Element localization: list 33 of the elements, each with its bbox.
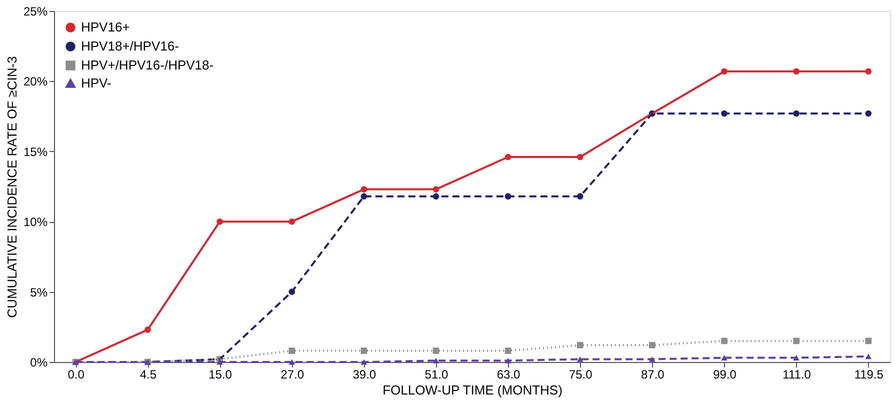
x-tick-label: 63.0 — [496, 368, 521, 382]
x-tick-label: 87.0 — [640, 368, 665, 382]
point — [865, 338, 872, 344]
x-tick-label: 75.0 — [568, 368, 593, 382]
point — [576, 342, 584, 348]
legend-label: HPV16+ — [81, 20, 130, 34]
point — [360, 348, 368, 354]
point — [504, 348, 512, 354]
y-tick-label: 25% — [23, 4, 48, 18]
y-tick-label: 5% — [30, 285, 48, 300]
x-tick-label: 39.0 — [352, 368, 376, 382]
y-axis-title: CUMULATIVE INCIDENCE RATE OF ≥CIN-3 — [4, 56, 20, 318]
y-tick-label: 15% — [23, 144, 48, 159]
point — [576, 356, 584, 362]
legend-label: HPV+/HPV16-/HPV18- — [81, 58, 214, 72]
x-tick-label: 15.0 — [208, 368, 232, 382]
y-tick-label: 10% — [23, 215, 48, 230]
x-tick-label: 99.0 — [713, 368, 737, 382]
x-tick-label: 111.0 — [782, 368, 812, 382]
point — [432, 358, 440, 364]
point — [649, 342, 656, 348]
y-tick-label: 0% — [30, 356, 48, 370]
x-tick-label: 4.5 — [140, 368, 157, 382]
x-tick-label: 0.0 — [68, 368, 85, 382]
x-tick-label: 119.5 — [854, 368, 884, 382]
point — [432, 348, 440, 354]
legend-label: HPV- — [81, 76, 112, 90]
point — [288, 348, 295, 354]
legend-label: HPV18+/HPV16- — [81, 38, 179, 54]
x-tick-label: 51.0 — [424, 368, 448, 382]
x-axis-title: FOLLOW-UP TIME (MONTHS) — [382, 382, 562, 398]
y-tick-label: 20% — [23, 74, 48, 89]
x-tick-label: 27.0 — [280, 368, 304, 382]
